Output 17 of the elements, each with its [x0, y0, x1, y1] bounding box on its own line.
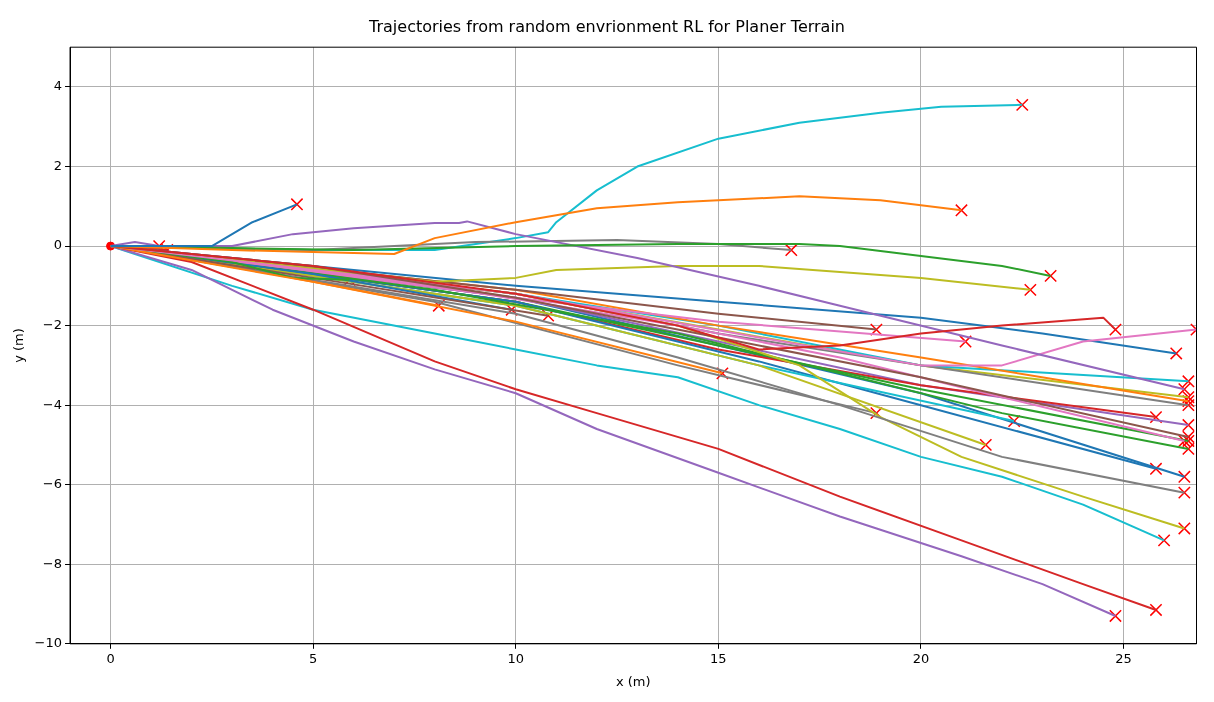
y-tick-label: −10	[34, 635, 63, 651]
y-axis-title: y (m)	[11, 328, 27, 363]
y-tick-label: 2	[53, 157, 63, 173]
y-tick-label: 0	[53, 237, 63, 253]
y-tick-label: −4	[42, 396, 63, 412]
x-tick-label: 15	[710, 650, 727, 666]
y-tick-label: 4	[53, 78, 63, 94]
y-tick-label: −2	[42, 316, 63, 332]
x-axis-title: x (m)	[615, 673, 651, 689]
x-tick-label: 25	[1115, 650, 1132, 666]
chart-title: Trajectories from random envrionment RL for Planer Terrain	[368, 16, 845, 36]
x-tick-label: 10	[507, 650, 525, 666]
x-tick-label: 20	[912, 650, 930, 666]
x-tick-label: 0	[106, 650, 115, 666]
x-tick-label: 5	[309, 650, 318, 666]
y-tick-label: −6	[42, 476, 63, 492]
y-tick-label: −8	[42, 555, 63, 571]
